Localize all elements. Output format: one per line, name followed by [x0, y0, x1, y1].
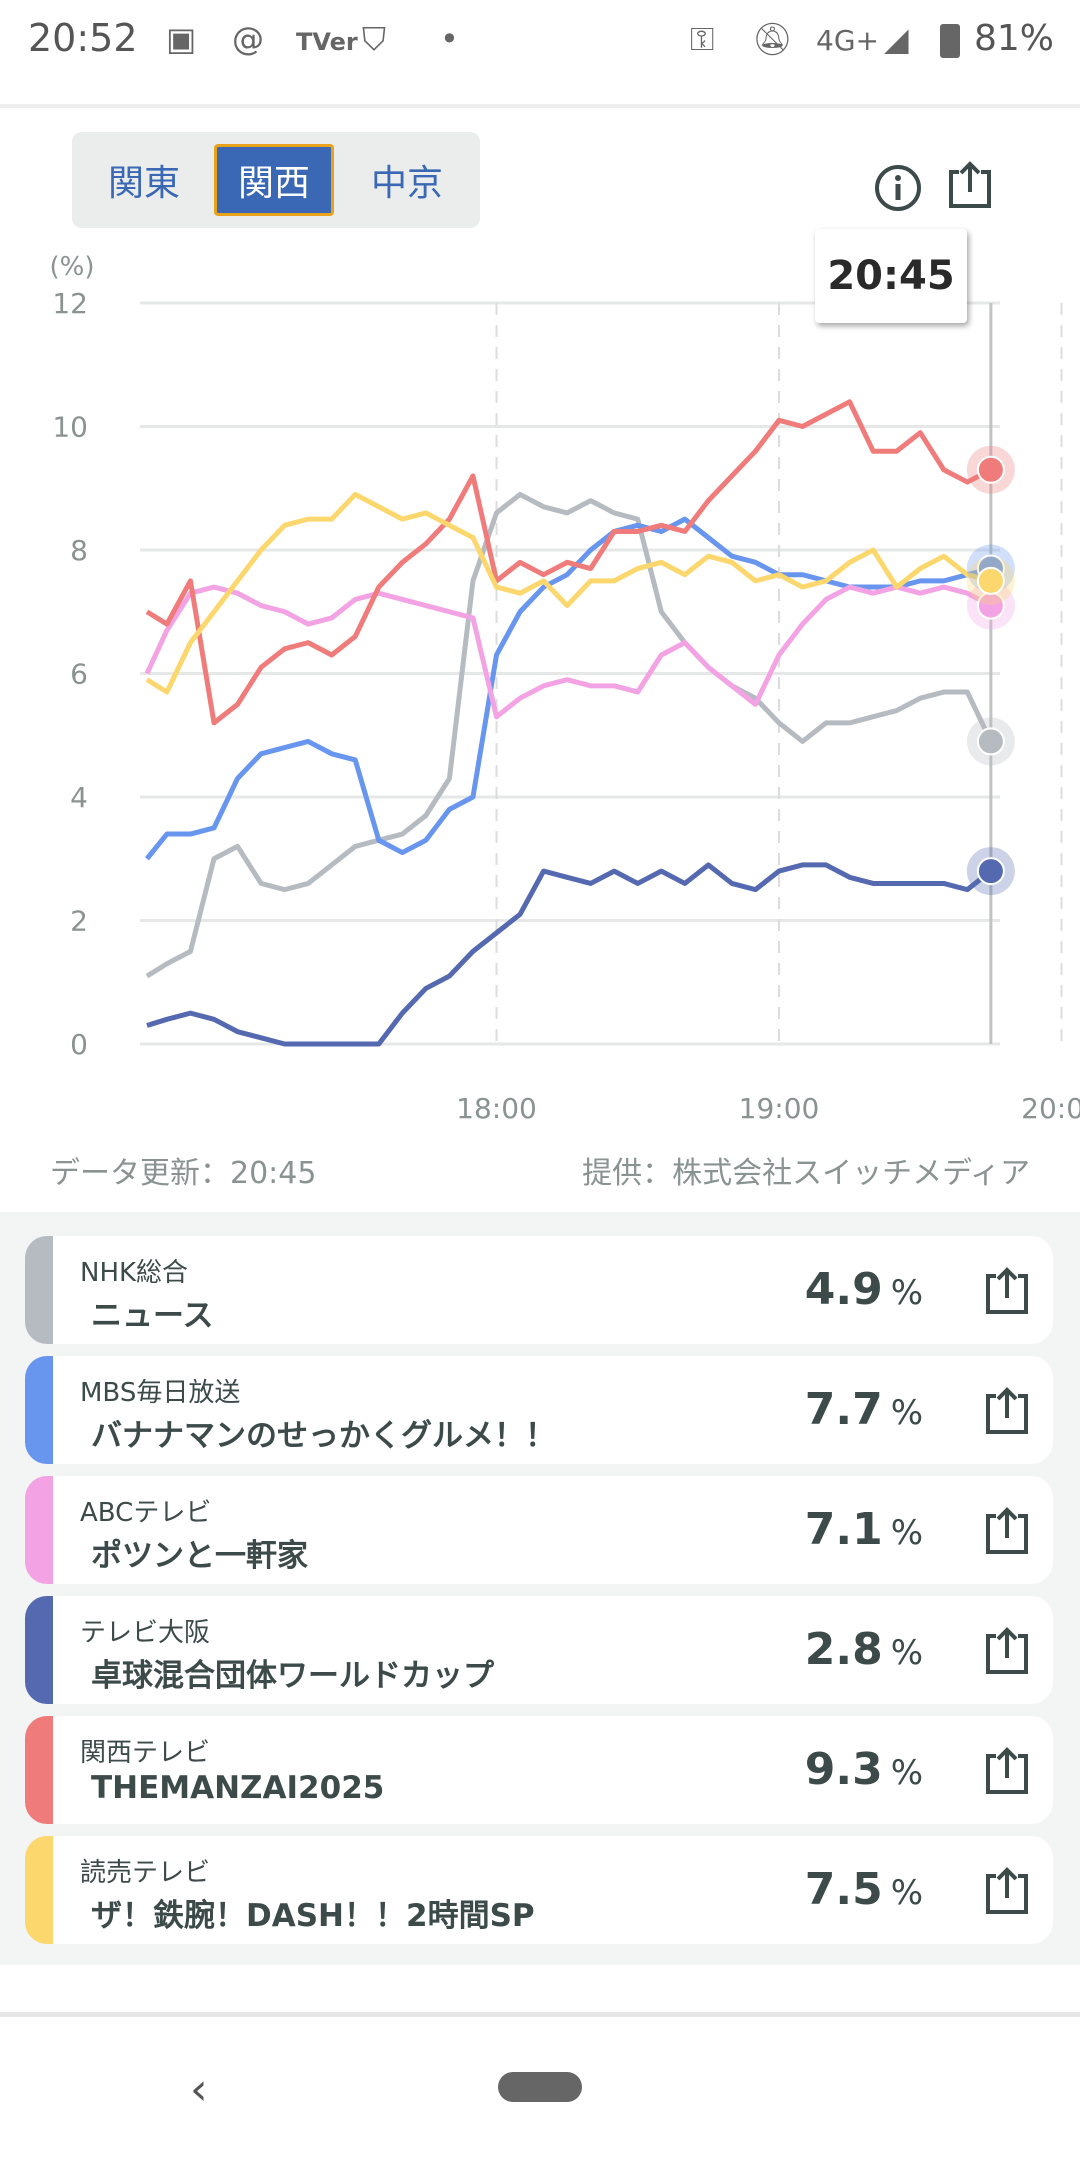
station-name: テレビ大阪 — [80, 1618, 211, 1648]
rating-unit: % — [890, 1273, 923, 1313]
signal-icon: ◢ — [884, 20, 909, 58]
series-line — [145, 491, 992, 695]
station-name: MBS毎日放送 — [80, 1378, 241, 1408]
channel-card[interactable]: ABCテレビ ポツンと一軒家 7.1% — [25, 1476, 1053, 1584]
y-tick-label: 2 — [70, 905, 88, 938]
rating-unit: % — [890, 1633, 923, 1673]
tver-icon: TVer — [296, 28, 358, 56]
share-icon[interactable] — [981, 1626, 1033, 1676]
channel-color-bar — [25, 1236, 53, 1344]
network-type: 4G+ — [816, 24, 879, 57]
channel-list: NHK総合 ニュース 4.9% MBS毎日放送 バナナマンのせっかくグルメ！！ … — [0, 1212, 1080, 1965]
program-title: バナナマンのせっかくグルメ！！ — [91, 1418, 556, 1454]
back-button[interactable]: ‹ — [190, 2064, 208, 2115]
station-name: ABCテレビ — [80, 1498, 212, 1528]
vpn-key-icon: ⚿ — [690, 20, 715, 58]
rating-value: 7.5% — [805, 1864, 923, 1915]
series-line — [144, 584, 993, 720]
header-divider — [0, 104, 1080, 108]
series-line — [145, 491, 994, 979]
rating-unit: % — [890, 1393, 923, 1433]
station-name: NHK総合 — [80, 1258, 189, 1288]
share-icon[interactable] — [981, 1746, 1033, 1796]
rating-value: 9.3% — [805, 1744, 923, 1795]
channel-color-bar — [25, 1596, 53, 1704]
series-line — [145, 399, 993, 726]
share-icon[interactable] — [981, 1266, 1033, 1316]
rating-value: 4.9% — [805, 1264, 923, 1315]
status-time: 20:52 — [28, 16, 138, 60]
channel-color-bar — [25, 1716, 53, 1824]
share-icon[interactable] — [981, 1866, 1033, 1916]
y-tick-label: 8 — [70, 534, 88, 567]
series-marker — [976, 455, 1005, 484]
program-title: ニュース — [91, 1298, 214, 1334]
x-tick-label: 18:00 — [456, 1092, 537, 1125]
ratings-chart: (%) 0 2 4 6 8 10 12 18:00 19:00 20:00 — [50, 252, 1080, 1125]
battery-level: 81% — [974, 18, 1055, 59]
battery-icon — [940, 24, 960, 58]
series-marker — [976, 727, 1005, 756]
data-provider: 提供：株式会社スイッチメディア — [582, 1156, 1030, 1191]
bell-off-icon: 🔕︎ — [752, 20, 793, 58]
y-tick-label: 12 — [52, 287, 88, 320]
rating-number: 9.3 — [804, 1744, 883, 1795]
tab-chukyo[interactable]: 中京 — [370, 163, 443, 204]
series-marker — [976, 857, 1005, 886]
x-tick-label: 20:00 — [1021, 1092, 1080, 1125]
status-bar: 20:52 ▣ @ TVer ⛉ • ⚿ 🔕︎ 4G+ ◢ 81% — [0, 0, 1080, 104]
program-title: ポツンと一軒家 — [91, 1538, 308, 1574]
rating-value: 7.1% — [805, 1504, 923, 1555]
rating-number: 2.8 — [804, 1624, 883, 1675]
channel-card[interactable]: テレビ大阪 卓球混合団体ワールドカップ 2.8% — [25, 1596, 1053, 1704]
share-icon[interactable] — [945, 160, 995, 210]
data-updated: データ更新：20:45 — [50, 1156, 317, 1191]
program-title: THEMANZAI2025 — [91, 1770, 385, 1806]
dot-icon: • — [440, 20, 459, 58]
station-name: 読売テレビ — [80, 1858, 211, 1888]
series-marker — [976, 566, 1005, 595]
rating-value: 7.7% — [805, 1384, 923, 1435]
channel-color-bar — [25, 1356, 53, 1464]
x-tick-label: 19:00 — [739, 1092, 820, 1125]
rating-number: 7.1 — [804, 1504, 883, 1555]
threads-icon: @ — [232, 20, 264, 58]
share-icon[interactable] — [981, 1506, 1033, 1556]
rating-number: 7.7 — [804, 1384, 883, 1435]
channel-card[interactable]: MBS毎日放送 バナナマンのせっかくグルメ！！ 7.7% — [25, 1356, 1053, 1464]
channel-card[interactable]: NHK総合 ニュース 4.9% — [25, 1236, 1053, 1344]
shield-icon: ⛉ — [362, 20, 387, 58]
series-line — [145, 516, 992, 861]
y-tick-label: 10 — [52, 411, 88, 444]
rating-unit: % — [890, 1873, 923, 1913]
y-axis-unit: (%) — [50, 252, 95, 282]
station-name: 関西テレビ — [80, 1738, 211, 1768]
channel-card[interactable]: 関西テレビ THEMANZAI2025 9.3% — [25, 1716, 1053, 1824]
rating-number: 4.9 — [804, 1264, 883, 1315]
tab-kansai[interactable]: 関西 — [214, 144, 334, 216]
series-line — [146, 862, 993, 1047]
gallery-icon: ▣ — [166, 20, 197, 58]
channel-color-bar — [25, 1836, 53, 1944]
rating-number: 7.5 — [804, 1864, 883, 1915]
tab-kanto[interactable]: 関東 — [107, 163, 180, 204]
info-icon[interactable] — [873, 163, 923, 213]
y-tick-label: 4 — [70, 781, 88, 814]
cursor-tooltip: 20:45 — [815, 229, 967, 323]
nav-divider — [0, 2012, 1080, 2017]
rating-unit: % — [890, 1513, 923, 1553]
share-icon[interactable] — [981, 1386, 1033, 1436]
program-title: ザ！鉄腕！DASH！！2時間SP — [91, 1898, 535, 1934]
channel-card[interactable]: 読売テレビ ザ！鉄腕！DASH！！2時間SP 7.5% — [25, 1836, 1053, 1944]
rating-unit: % — [890, 1753, 923, 1793]
rating-value: 2.8% — [805, 1624, 923, 1675]
region-tabs: 関東 関西 中京 — [72, 132, 480, 228]
home-pill[interactable] — [498, 2072, 582, 2102]
channel-color-bar — [25, 1476, 53, 1584]
y-tick-label: 6 — [70, 658, 88, 691]
y-tick-label: 0 — [70, 1028, 88, 1061]
program-title: 卓球混合団体ワールドカップ — [91, 1658, 494, 1694]
